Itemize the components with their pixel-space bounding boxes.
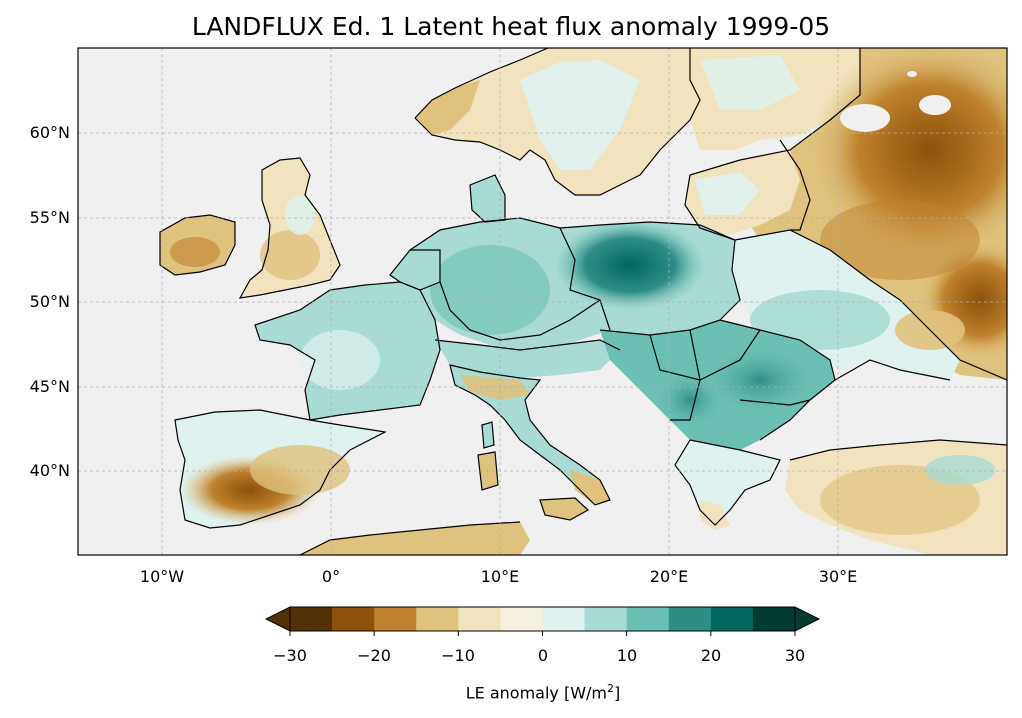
poland-strong-positive (555, 220, 705, 310)
colorbar-segment (542, 607, 586, 631)
colorbar-segment (752, 607, 796, 631)
colorbar (264, 606, 821, 636)
lon-label-0: 0° (321, 567, 341, 586)
russia-dry-core-3 (820, 200, 980, 280)
colorbar-segment (332, 607, 375, 631)
turkey-green (925, 455, 995, 485)
colorbar-label: LE anomaly [W/m2] (300, 678, 786, 704)
colorbar-tick-label: −10 (441, 646, 475, 665)
lake-onega (919, 95, 951, 115)
lon-label-30e: 30°E (818, 567, 858, 586)
country-borders (159, 48, 1007, 555)
colorbar-segment (416, 607, 459, 631)
italy-po-valley (460, 375, 530, 400)
colorbar-label-text: LE anomaly [W/m (465, 683, 608, 703)
britain-green (285, 195, 315, 235)
colorbar-segment (584, 607, 628, 631)
land-sicily (540, 498, 588, 520)
gridlines (78, 48, 1007, 555)
romania-strong (700, 345, 820, 415)
lon-label-20e: 20°E (649, 567, 689, 586)
france-light (300, 330, 380, 390)
map-frame (77, 47, 1008, 556)
land-finland-green (700, 55, 800, 110)
figure-title: LANDFLUX Ed. 1 Latent heat flux anomaly … (191, 12, 831, 41)
italy-south-dry (570, 470, 610, 505)
land-greece-south (700, 500, 730, 530)
land-denmark (470, 175, 505, 222)
lon-label-10w: 10°W (139, 567, 185, 586)
britain-brown (260, 230, 320, 280)
lon-label-10e: 10°E (480, 567, 520, 586)
colorbar-tick-label: 0 (537, 646, 549, 665)
colorbar-label-suffix: ] (614, 683, 621, 703)
colorbar-segment (290, 607, 333, 631)
lake-small (907, 71, 917, 77)
ireland-darker (170, 237, 220, 267)
lat-label-45: 45°N (29, 377, 70, 396)
colorbar-segment (710, 607, 754, 631)
turkey-brown (820, 465, 980, 535)
colorbar-tick-label: 30 (784, 646, 806, 665)
lat-label-40: 40°N (29, 461, 70, 480)
colorbar-segment (668, 607, 712, 631)
colorbar-tick-label: 10 (616, 646, 638, 665)
colorbar-segment (374, 607, 417, 631)
colorbar-segment (458, 607, 501, 631)
colorbar-label-sup: 2 (607, 682, 615, 695)
land-norway-brown (415, 80, 480, 135)
lat-label-55: 55°N (29, 208, 70, 227)
land-scandinavia-green (520, 60, 640, 170)
germany-green (430, 245, 550, 335)
ukraine-green (750, 290, 890, 350)
land-north-africa (300, 522, 530, 555)
iberia-mid (250, 445, 350, 495)
lat-label-50: 50°N (29, 292, 70, 311)
colorbar-segment (626, 607, 670, 631)
colorbar-extend-min (264, 606, 291, 632)
land-layer (160, 48, 1007, 555)
colorbar-tick-label: −20 (357, 646, 391, 665)
colorbar-tick-label: −30 (273, 646, 307, 665)
lake-ladoga (840, 104, 890, 132)
colorbar-tick-label: 20 (700, 646, 722, 665)
serbia-strong (655, 370, 725, 430)
land-baltics-green (695, 172, 760, 215)
colorbar-segment (500, 607, 543, 631)
colorbar-extend-max (794, 606, 821, 632)
land-alps (435, 340, 620, 378)
land-corsica (482, 422, 494, 448)
lat-label-60: 60°N (29, 123, 70, 142)
